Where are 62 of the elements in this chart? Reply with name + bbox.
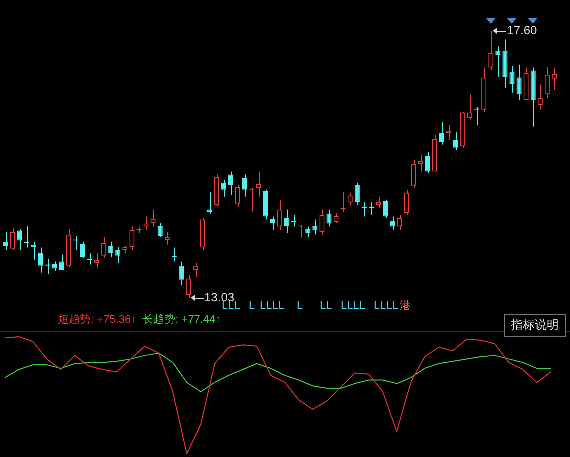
- candlestick: [235, 184, 240, 208]
- text: LLL: [222, 300, 240, 312]
- candlestick: [221, 179, 226, 198]
- candlestick: [102, 236, 107, 259]
- candlestick: [52, 261, 58, 272]
- candlestick: [326, 209, 332, 228]
- text: 长趋势: +77.44↑: [142, 314, 222, 326]
- candlestick: [306, 226, 311, 238]
- candlestick: [94, 252, 100, 269]
- candlestick: [496, 46, 501, 78]
- candlestick: [383, 199, 388, 218]
- candlestick: [17, 228, 22, 251]
- candlestick: [277, 199, 283, 231]
- candlestick: [256, 171, 262, 198]
- candlestick: [488, 30, 494, 71]
- candlestick: [80, 241, 86, 259]
- candlestick: [130, 226, 135, 251]
- text: 指标说明: [504, 314, 566, 337]
- candlestick: [320, 209, 325, 236]
- candlestick: [425, 151, 430, 174]
- candlestick: [178, 261, 184, 286]
- text: 短趋势: +75.36↑: [58, 314, 137, 326]
- candlestick: [263, 189, 268, 220]
- candlestick: [186, 274, 192, 298]
- candlestick: [59, 254, 64, 270]
- candlestick: [538, 84, 543, 110]
- candlestick: [193, 262, 198, 278]
- text: LLLL: [374, 300, 398, 312]
- candlestick: [348, 192, 353, 206]
- candlestick: [516, 64, 522, 100]
- candlestick: [158, 222, 163, 238]
- text: L: [249, 300, 256, 312]
- candlestick: [312, 219, 318, 236]
- text: 港: [400, 300, 411, 312]
- candlestick: [334, 212, 339, 224]
- candlestick: [411, 160, 416, 189]
- candlestick: [404, 189, 410, 216]
- candlestick: [453, 132, 458, 151]
- candlestick: [467, 94, 473, 120]
- candlestick: [544, 66, 550, 99]
- candlestick: [38, 247, 44, 274]
- candlestick: [108, 241, 114, 258]
- text: L: [297, 300, 304, 312]
- candlestick: [164, 231, 170, 246]
- candlestick: [116, 246, 121, 264]
- candlestick: [510, 66, 515, 94]
- candlestick: [439, 122, 444, 146]
- candlestick: [270, 216, 276, 231]
- candlestick: [397, 214, 402, 231]
- candlestick: [552, 67, 558, 91]
- candlestick: [150, 209, 156, 228]
- text: LLLL: [341, 300, 366, 312]
- candlestick: [284, 209, 290, 234]
- text: LL: [320, 300, 332, 312]
- candlestick: [228, 171, 234, 196]
- text: LLLL: [260, 300, 284, 312]
- candlestick: [2, 231, 8, 251]
- candlestick: [242, 174, 248, 198]
- candlestick: [376, 196, 382, 209]
- candlestick: [10, 227, 16, 251]
- candlestick: [354, 182, 360, 206]
- annotation: 17.60: [507, 23, 538, 38]
